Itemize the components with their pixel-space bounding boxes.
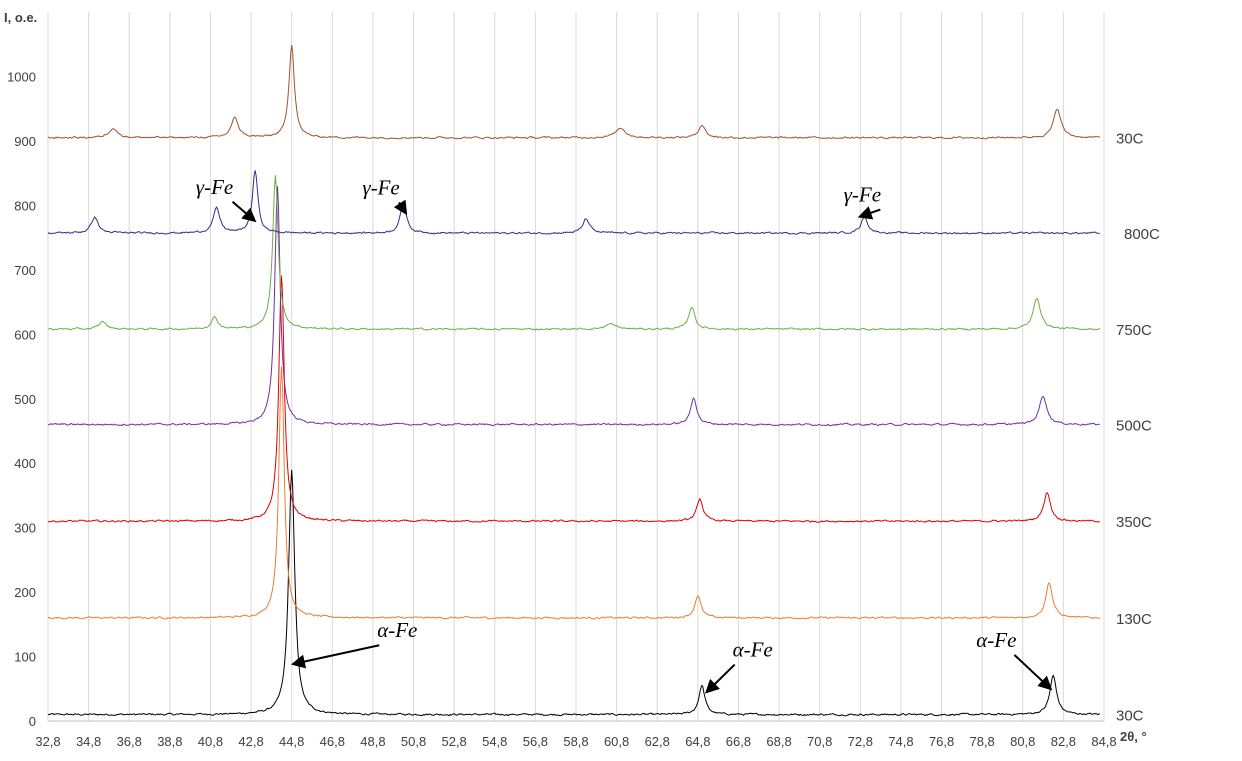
y-tick-label: 500 [14,392,36,407]
phase-annotation: γ-Fe [196,175,233,199]
x-tick-label: 54,8 [482,734,507,749]
x-tick-label: 44,8 [279,734,304,749]
x-tick-label: 52,8 [441,734,466,749]
series-label: 130С [1116,611,1152,628]
x-tick-label: 64,8 [685,734,710,749]
x-tick-label: 36,8 [117,734,142,749]
annotation-arrow [231,201,257,223]
x-tick-label: 38,8 [157,734,182,749]
series-label: 500С [1116,418,1152,435]
x-tick-label: 40,8 [198,734,223,749]
x-tick-label: 32,8 [35,734,60,749]
x-tick-label: 70,8 [807,734,832,749]
series-line [47,186,1101,427]
series-label: 750С [1116,322,1152,339]
series-line [47,275,1100,523]
series-lines [47,45,1101,717]
series-label: 30С [1116,708,1144,725]
x-tick-label: 76,8 [929,734,954,749]
y-tick-label: 100 [14,650,36,665]
y-tick-label: 600 [14,327,36,342]
y-tick-label: 700 [14,263,36,278]
y-tick-label: 900 [14,134,36,149]
annotation-arrow [393,199,408,216]
phase-annotation: α-Fe [377,618,417,642]
y-tick-label: 800 [14,198,36,213]
x-tick-label: 66,8 [726,734,751,749]
x-tick-label: 50,8 [401,734,426,749]
x-tick-label: 80,8 [1010,734,1035,749]
x-tick-label: 34,8 [76,734,101,749]
phase-annotations: γ-Fe γ-Fe γ-Fe α-Fe α-Fe α-Fe [196,175,1053,694]
annotation-arrow [1013,654,1053,691]
series-label: 350С [1116,514,1152,531]
annotation-arrow [705,663,736,694]
x-tick-label: 72,8 [848,734,873,749]
y-tick-label: 200 [14,585,36,600]
x-tick-label: 48,8 [360,734,385,749]
y-axis-ticks: 0 100 200 300 400 500 600 700 800 900 1000 [7,70,36,730]
x-tick-label: 42,8 [238,734,263,749]
x-tick-label: 58,8 [563,734,588,749]
x-tick-label: 62,8 [645,734,670,749]
series-line [47,469,1100,717]
vertical-gridlines [47,12,1105,721]
series-label: 30С [1116,131,1144,148]
series-line [47,45,1101,140]
x-axis: 32,8 34,8 36,8 38,8 40,8 42,8 44,8 46,8 48,8 50,8… [35,720,1117,749]
x-tick-label: 78,8 [969,734,994,749]
x-tick-label: 46,8 [320,734,345,749]
phase-annotation: α-Fe [976,628,1016,652]
y-axis-title: I, o.e. [4,10,37,25]
series-label: 800С [1124,226,1160,243]
phase-annotation: α-Fe [733,638,773,662]
series-line [47,170,1100,235]
x-tick-label: 56,8 [523,734,548,749]
x-tick-label: 84,8 [1091,734,1116,749]
x-axis-title: 2θ, ° [1120,729,1147,744]
x-tick-label: 74,8 [888,734,913,749]
x-tick-label: 82,8 [1051,734,1076,749]
phase-annotation: γ-Fe [362,175,399,199]
series-labels: 30С 130С 350С 500С 750С 800С 30С [1116,131,1160,725]
series-line [47,175,1101,331]
phase-annotation: γ-Fe [844,183,881,207]
annotation-arrow [857,206,881,220]
y-tick-label: 0 [29,714,36,729]
series-line [47,366,1101,620]
y-tick-label: 1000 [7,70,36,85]
y-tick-label: 300 [14,521,36,536]
x-tick-label: 60,8 [604,734,629,749]
x-tick-label: 68,8 [766,734,791,749]
annotation-arrow [290,644,380,669]
y-tick-label: 400 [14,456,36,471]
